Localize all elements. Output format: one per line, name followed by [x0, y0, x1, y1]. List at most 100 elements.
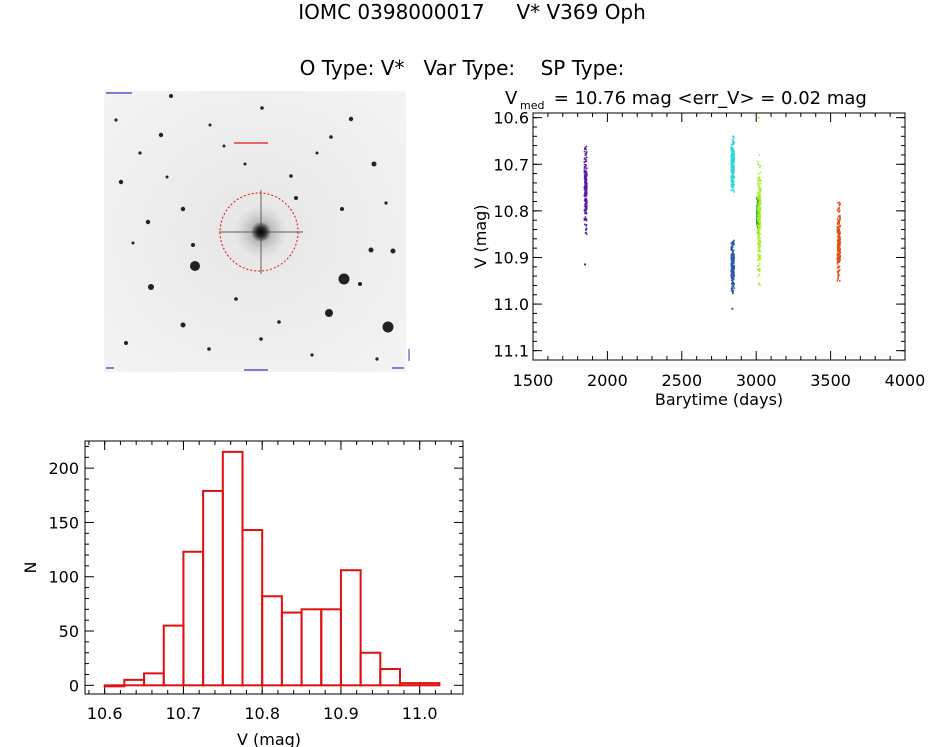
lightcurve-point [757, 193, 760, 196]
lightcurve-point [839, 247, 841, 250]
lightcurve-point [758, 207, 761, 210]
lightcurve-title-subscript: med [520, 99, 544, 112]
lightcurve-point [585, 191, 588, 194]
lightcurve-point [757, 191, 759, 194]
lightcurve-point [836, 242, 839, 245]
lightcurve-point [733, 160, 735, 163]
lightcurve-point [731, 287, 734, 290]
lightcurve-point [837, 235, 840, 238]
histogram-bar [280, 611, 303, 687]
lightcurve-point [585, 224, 588, 226]
lightcurve-point [585, 152, 588, 155]
lightcurve-x-axis-label: Barytime (days) [655, 390, 783, 409]
lightcurve-point [585, 233, 588, 235]
lightcurve-point [757, 240, 760, 243]
lightcurve-point [838, 203, 841, 206]
histogram-bar [418, 682, 441, 687]
lightcurve-point [758, 255, 761, 257]
lightcurve-point [731, 281, 734, 283]
lightcurve-point [584, 203, 586, 206]
lightcurve-title: V med = 10.76 mag <err_V> = 0.02 mag [505, 88, 867, 112]
lightcurve-point [583, 195, 586, 197]
lightcurve-point [758, 200, 761, 203]
lightcurve-point [839, 236, 841, 239]
lightcurve-point [585, 160, 588, 163]
lightcurve-point [838, 204, 841, 207]
lightcurve-series-season-1 [583, 145, 588, 266]
lightcurve-point [757, 230, 760, 233]
lightcurve-point [732, 271, 735, 273]
lightcurve-point [759, 205, 761, 208]
lightcurve-point [583, 171, 586, 174]
lightcurve-point [837, 273, 840, 276]
lightcurve-point [583, 199, 586, 202]
lightcurve-point [759, 165, 762, 167]
lightcurve-point [730, 189, 733, 192]
lightcurve-x-tick-label: 1500 [513, 371, 554, 390]
lightcurve-point [730, 257, 733, 260]
lightcurve-point [731, 154, 734, 157]
lightcurve-point [732, 285, 735, 288]
lightcurve-point [733, 189, 735, 191]
lightcurve-point [757, 207, 759, 210]
lightcurve-point [730, 247, 733, 250]
lightcurve-point [730, 160, 733, 163]
lightcurve-point [759, 183, 762, 185]
lightcurve-point [585, 190, 587, 192]
lightcurve-point [584, 176, 586, 178]
lightcurve-point [585, 225, 587, 227]
lightcurve-point [730, 144, 733, 146]
lightcurve-point [731, 138, 734, 141]
lightcurve-point [757, 195, 759, 198]
lightcurve-point [584, 146, 587, 149]
lightcurve-point [758, 154, 761, 156]
lightcurve-point [759, 188, 762, 191]
lightcurve-point [733, 264, 735, 267]
histogram-bar [261, 595, 283, 687]
histogram-bar [320, 608, 342, 687]
lightcurve-point [732, 282, 734, 284]
lightcurve-point [732, 275, 735, 277]
lightcurve-point [732, 261, 735, 263]
lightcurve-point [583, 175, 586, 177]
histogram-bar [339, 569, 362, 687]
lightcurve-point [758, 257, 761, 260]
lightcurve-point [732, 151, 735, 153]
histogram-x-tick-label: 10.8 [244, 704, 280, 723]
lightcurve-point [586, 187, 588, 189]
lightcurve-point [585, 175, 588, 178]
lightcurve-point [759, 187, 762, 190]
lightcurve-point [730, 183, 733, 186]
lightcurve-point [731, 159, 734, 161]
lightcurve-series-season-2a [730, 135, 735, 193]
histogram-bar [202, 489, 224, 687]
lightcurve-y-tick-label: 11.1 [493, 342, 529, 361]
lightcurve-point [839, 216, 841, 219]
lightcurve-point [584, 218, 587, 221]
lightcurve-point [732, 176, 735, 178]
lightcurve-point [759, 244, 762, 247]
lightcurve-point [756, 211, 759, 214]
lightcurve-point [730, 267, 733, 270]
lightcurve-point [759, 228, 762, 230]
lightcurve-point [585, 145, 588, 148]
lightcurve-point [758, 166, 761, 169]
lightcurve-point [731, 189, 733, 192]
corner-label-top-left [106, 92, 132, 94]
lightcurve-point [585, 212, 588, 215]
histogram-bar [221, 450, 244, 687]
lightcurve-point [836, 279, 839, 282]
lightcurve-outlier-point [584, 263, 587, 266]
lightcurve-series-season-2b [730, 239, 735, 310]
lightcurve-point [584, 232, 587, 234]
lightcurve-point [585, 185, 588, 188]
lightcurve-point [730, 153, 733, 156]
lightcurve-point [732, 149, 734, 151]
lightcurve-point [838, 214, 841, 217]
lightcurve-point [759, 225, 762, 228]
lightcurve-point [837, 231, 839, 234]
lightcurve-point [839, 244, 841, 246]
lightcurve-point [838, 240, 840, 243]
lightcurve-point [731, 285, 733, 288]
